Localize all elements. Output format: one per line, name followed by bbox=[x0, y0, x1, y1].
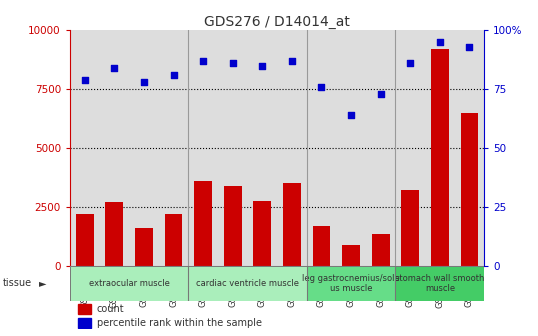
Bar bbox=[283, 183, 301, 266]
Bar bbox=[307, 266, 395, 301]
Bar bbox=[78, 304, 90, 314]
Point bbox=[228, 60, 237, 66]
Bar bbox=[366, 266, 395, 301]
Text: cardiac ventricle muscle: cardiac ventricle muscle bbox=[196, 279, 299, 288]
Text: count: count bbox=[97, 304, 124, 314]
Bar bbox=[194, 181, 212, 266]
Bar bbox=[159, 30, 188, 266]
Point bbox=[199, 58, 207, 64]
Bar bbox=[165, 214, 182, 266]
Bar bbox=[247, 266, 277, 301]
Bar bbox=[313, 226, 330, 266]
Bar bbox=[455, 266, 484, 301]
Bar bbox=[395, 30, 425, 266]
Bar bbox=[336, 30, 366, 266]
Bar bbox=[70, 266, 100, 301]
Point bbox=[139, 79, 148, 85]
Bar bbox=[461, 113, 478, 266]
Bar bbox=[188, 30, 218, 266]
Bar bbox=[307, 30, 336, 266]
Bar bbox=[218, 30, 247, 266]
Text: tissue: tissue bbox=[3, 278, 32, 288]
Bar bbox=[425, 266, 455, 301]
Text: ►: ► bbox=[39, 278, 46, 288]
Bar bbox=[395, 266, 484, 301]
Bar bbox=[336, 266, 366, 301]
Point bbox=[258, 63, 266, 68]
Bar bbox=[135, 228, 153, 266]
Bar bbox=[425, 30, 455, 266]
Point bbox=[317, 84, 325, 89]
Text: percentile rank within the sample: percentile rank within the sample bbox=[97, 318, 262, 328]
Bar bbox=[395, 266, 425, 301]
Text: leg gastrocnemius/sole
us muscle: leg gastrocnemius/sole us muscle bbox=[302, 274, 400, 293]
Bar bbox=[342, 245, 360, 266]
Bar bbox=[105, 202, 123, 266]
Bar bbox=[129, 30, 159, 266]
Point bbox=[465, 44, 473, 49]
Point bbox=[376, 91, 385, 96]
Bar bbox=[159, 266, 188, 301]
Bar bbox=[76, 214, 94, 266]
Point bbox=[406, 60, 414, 66]
Bar bbox=[100, 30, 129, 266]
Bar bbox=[188, 266, 218, 301]
Bar bbox=[307, 266, 336, 301]
Bar bbox=[372, 234, 390, 266]
Bar bbox=[100, 266, 129, 301]
Bar bbox=[277, 266, 307, 301]
Point bbox=[287, 58, 296, 64]
Bar bbox=[277, 30, 307, 266]
Bar bbox=[188, 266, 307, 301]
Point bbox=[81, 77, 89, 82]
Bar bbox=[129, 266, 159, 301]
Point bbox=[435, 39, 444, 45]
Bar bbox=[366, 30, 395, 266]
Bar bbox=[455, 30, 484, 266]
Text: stomach wall smooth
muscle: stomach wall smooth muscle bbox=[395, 274, 485, 293]
Bar bbox=[70, 30, 100, 266]
Point bbox=[346, 112, 355, 118]
Bar bbox=[78, 318, 90, 328]
Point bbox=[110, 65, 118, 71]
Bar bbox=[401, 191, 419, 266]
Title: GDS276 / D14014_at: GDS276 / D14014_at bbox=[204, 15, 350, 29]
Bar bbox=[70, 266, 188, 301]
Bar bbox=[224, 186, 242, 266]
Bar bbox=[431, 49, 449, 266]
Bar bbox=[253, 201, 271, 266]
Bar bbox=[247, 30, 277, 266]
Text: extraocular muscle: extraocular muscle bbox=[89, 279, 169, 288]
Point bbox=[169, 72, 178, 78]
Bar bbox=[218, 266, 247, 301]
